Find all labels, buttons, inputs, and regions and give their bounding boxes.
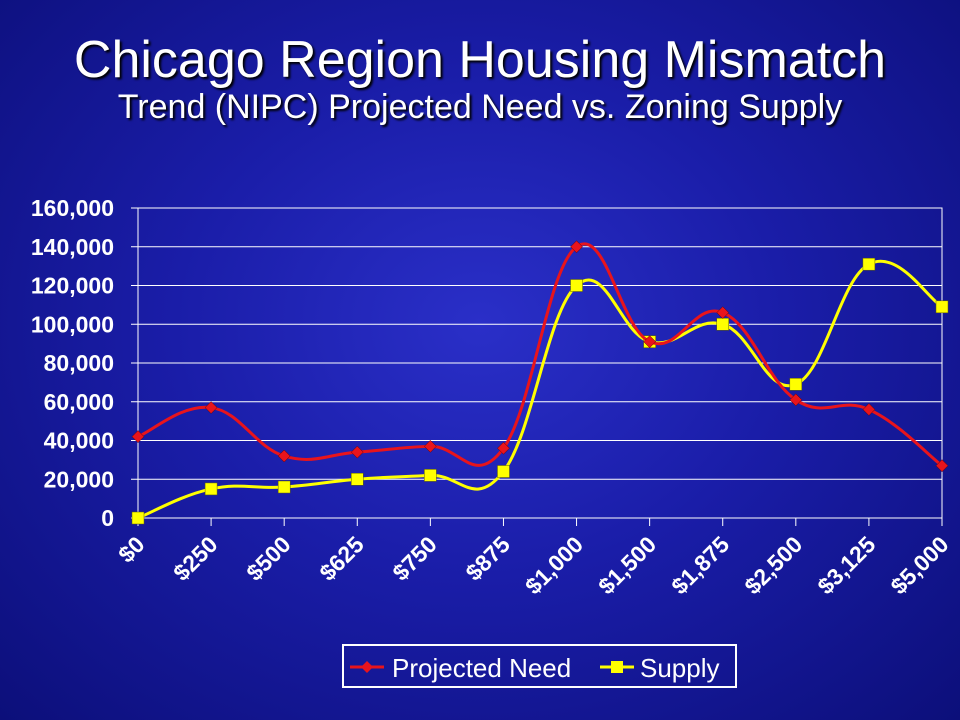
axes bbox=[131, 207, 943, 526]
legend-marker bbox=[361, 661, 373, 673]
slide-title: Chicago Region Housing Mismatch bbox=[73, 31, 887, 89]
x-tick-label: $0 bbox=[113, 531, 149, 567]
y-tick-label: 140,000 bbox=[31, 234, 114, 260]
series bbox=[131, 240, 949, 525]
data-point bbox=[789, 393, 803, 407]
data-point bbox=[643, 335, 656, 349]
x-tick-label: $250 bbox=[168, 531, 223, 586]
y-tick-label: 40,000 bbox=[44, 428, 114, 454]
legend-label: Supply bbox=[640, 653, 720, 683]
data-point bbox=[497, 441, 510, 455]
y-tick-label: 160,000 bbox=[31, 195, 114, 221]
data-point bbox=[351, 473, 364, 486]
legend-item-supply: Supply bbox=[600, 653, 720, 683]
x-tick-label: $625 bbox=[314, 531, 369, 586]
y-tick-label: 0 bbox=[101, 505, 114, 531]
x-tick-label: $875 bbox=[460, 531, 515, 586]
legend: Projected Need Supply bbox=[342, 644, 737, 688]
y-axis-ticks: 0 20,000 40,000 60,000 80,000 100,000 120,000 1… bbox=[31, 195, 114, 531]
x-tick-label: $750 bbox=[387, 531, 442, 586]
legend-label: Projected Need bbox=[392, 653, 571, 683]
data-point bbox=[131, 430, 145, 443]
series-line bbox=[137, 259, 943, 520]
legend-marker bbox=[611, 661, 623, 673]
data-point bbox=[862, 257, 876, 271]
data-point bbox=[789, 378, 803, 391]
data-point bbox=[277, 480, 291, 494]
grid-lines bbox=[138, 246, 942, 480]
legend-item-projected-need: Projected Need bbox=[350, 653, 571, 683]
series-supply bbox=[131, 257, 949, 525]
y-tick-label: 100,000 bbox=[31, 311, 114, 337]
data-point bbox=[570, 279, 583, 292]
data-point bbox=[862, 403, 876, 416]
data-point bbox=[935, 459, 949, 473]
x-tick-label: $1,500 bbox=[593, 531, 661, 599]
legend-box bbox=[342, 644, 737, 688]
data-point bbox=[716, 306, 730, 319]
data-point bbox=[716, 318, 729, 331]
data-point bbox=[131, 511, 145, 525]
y-tick-label: 120,000 bbox=[31, 273, 114, 299]
x-axis-ticks: $0 $250 $500 $625 $750 $875 $1,000 $1,500 $1,875… bbox=[113, 531, 953, 599]
series-projected-need bbox=[131, 240, 949, 473]
data-point bbox=[277, 449, 291, 463]
x-tick-label: $1,000 bbox=[520, 531, 588, 599]
y-tick-label: 60,000 bbox=[44, 389, 114, 415]
data-point bbox=[570, 240, 583, 254]
data-point bbox=[935, 300, 949, 314]
series-line bbox=[137, 242, 943, 467]
slide-title-block: Chicago Region Housing Mismatch Trend (N… bbox=[0, 32, 960, 126]
data-point bbox=[204, 482, 218, 496]
x-tick-label: $5,000 bbox=[885, 531, 953, 599]
slide-subtitle: Trend (NIPC) Projected Need vs. Zoning S… bbox=[117, 88, 843, 126]
data-point bbox=[424, 469, 437, 482]
x-tick-label: $2,500 bbox=[739, 531, 807, 599]
x-tick-label: $1,875 bbox=[666, 531, 734, 599]
y-tick-label: 20,000 bbox=[44, 466, 114, 492]
y-tick-label: 80,000 bbox=[44, 350, 114, 376]
x-tick-label: $500 bbox=[241, 531, 296, 586]
data-point bbox=[204, 401, 218, 414]
data-point bbox=[350, 445, 364, 459]
data-point bbox=[424, 439, 437, 453]
x-tick-label: $3,125 bbox=[812, 531, 880, 599]
data-point bbox=[497, 465, 510, 478]
